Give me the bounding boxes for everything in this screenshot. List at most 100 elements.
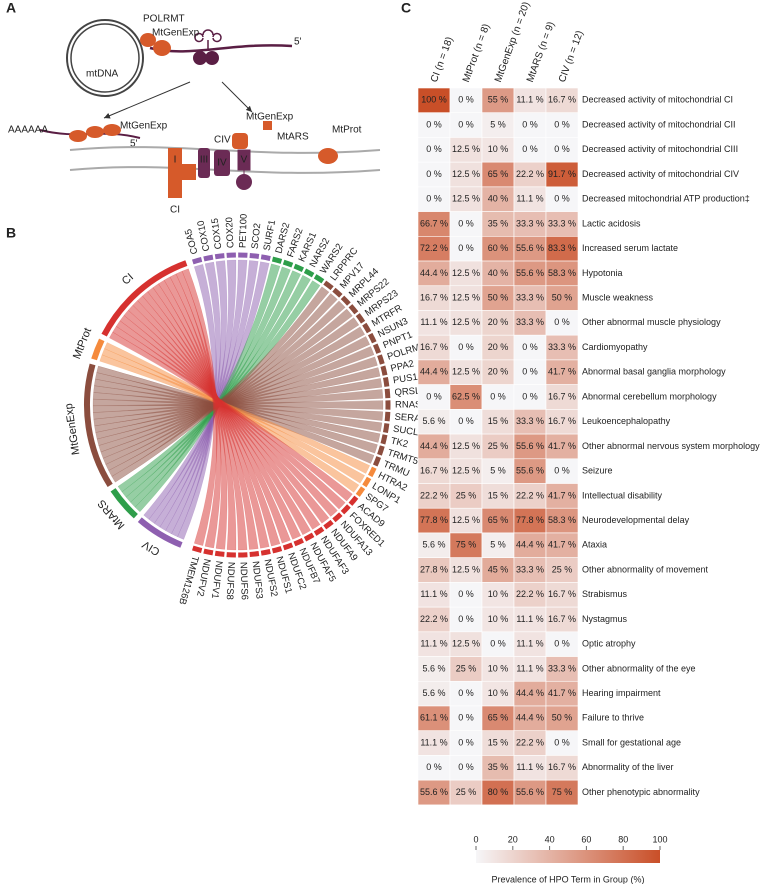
gene-arc xyxy=(282,259,294,268)
heatmap-cell xyxy=(545,409,579,435)
diagram-label: CI xyxy=(170,205,180,216)
cell-label: 58.3 % xyxy=(548,268,576,278)
cell-label: 11.1 % xyxy=(516,614,543,624)
gene-arc xyxy=(313,274,325,284)
ribbon xyxy=(159,259,237,531)
cell-label: 33.3 % xyxy=(516,564,544,574)
ribbon xyxy=(117,280,321,493)
cell-label: 12.5 % xyxy=(452,144,480,154)
column-label: CIV (n = 12) xyxy=(557,29,586,84)
ribbon xyxy=(108,293,338,477)
heatmap-cell xyxy=(545,606,579,633)
diagram-label: IV xyxy=(217,158,227,169)
gene-arc xyxy=(372,343,382,354)
heatmap-cell xyxy=(417,458,451,484)
heatmap-cell xyxy=(481,730,515,756)
gene-arc xyxy=(293,537,304,547)
row-label: Other phenotypic abnormality xyxy=(582,787,700,797)
cell-label: 0 % xyxy=(522,144,538,154)
ribbon xyxy=(134,263,281,513)
row-label: Seizure xyxy=(582,466,613,476)
cell-label: 44.4 % xyxy=(420,441,448,451)
heatmap-cell xyxy=(481,409,515,435)
cell-label: 22.2 % xyxy=(516,589,544,599)
gene-arc xyxy=(348,304,359,315)
ribosome xyxy=(86,126,104,138)
cell-label: 22.2 % xyxy=(516,169,544,179)
gene-arc xyxy=(380,365,388,376)
cell-label: 33.3 % xyxy=(516,218,544,228)
heatmap-cell xyxy=(513,458,547,484)
cell-label: 44.4 % xyxy=(516,540,544,550)
heatmap-cell xyxy=(481,112,515,138)
ribbon xyxy=(96,365,375,464)
heatmap-cell xyxy=(449,137,483,163)
gene-label: COX20 xyxy=(224,217,236,249)
heatmap-cell xyxy=(417,557,451,583)
cell-label: 16.7 % xyxy=(548,416,576,426)
heatmap-cell xyxy=(449,606,483,633)
group-label: CI xyxy=(120,271,136,287)
cell-label: 33.3 % xyxy=(516,292,544,302)
cell-label: 22.2 % xyxy=(516,737,544,747)
gene-label: TK2 xyxy=(390,436,409,451)
gene-arc xyxy=(323,280,334,291)
cell-label: 55 % xyxy=(488,95,509,105)
arrow xyxy=(103,81,191,119)
cell-label: 27.8 % xyxy=(420,564,448,574)
cell-label: 35 % xyxy=(488,218,509,228)
cell-label: 0 % xyxy=(522,342,538,352)
ribbon xyxy=(92,389,384,413)
cell-label: 5 % xyxy=(490,119,506,129)
row-label: Optic atrophy xyxy=(582,639,636,649)
heatmap-cell xyxy=(545,631,579,657)
ribbon xyxy=(169,273,228,550)
cell-label: 0 % xyxy=(458,416,474,426)
heatmap-cell xyxy=(545,779,579,806)
heatmap-cell xyxy=(449,532,483,558)
cell-label: 5.6 % xyxy=(422,688,445,698)
diagram-label: MtProt xyxy=(332,125,362,136)
panel-label: A xyxy=(6,0,16,16)
gene-arc xyxy=(293,263,304,273)
ribbon xyxy=(105,300,346,471)
cell-label: 0 % xyxy=(458,737,474,747)
ribbon xyxy=(94,356,378,433)
row-label: Abnormality of the liver xyxy=(582,762,674,772)
ribbon xyxy=(104,342,360,493)
ribbon xyxy=(115,320,338,517)
cell-label: 12.5 % xyxy=(452,169,480,179)
cell-label: 0 % xyxy=(426,169,442,179)
heatmap-cell xyxy=(481,186,515,212)
cell-label: 61.1 % xyxy=(420,713,448,723)
ribbon xyxy=(132,300,302,540)
heatmap-cell xyxy=(449,779,483,806)
heatmap-cell xyxy=(545,161,579,188)
row-label: Cardiomyopathy xyxy=(582,342,648,352)
cell-label: 11.1 % xyxy=(516,639,543,649)
arrow xyxy=(221,81,253,113)
ribbon xyxy=(127,304,311,536)
cell-label: 0 % xyxy=(554,317,570,327)
colorbar-tick-label: 80 xyxy=(618,834,628,844)
heatmap-cell xyxy=(449,755,483,781)
cell-label: 22.2 % xyxy=(420,614,448,624)
cell-label: 16.7 % xyxy=(548,391,576,401)
heatmap-cell xyxy=(481,779,515,806)
cell-label: 65 % xyxy=(488,713,509,723)
colorbar-title: Prevalence of HPO Term in Group (%) xyxy=(492,874,645,884)
panel-label: B xyxy=(6,225,16,241)
heatmap-cell xyxy=(449,87,483,114)
gene-arc xyxy=(282,542,294,551)
row-label: Other abnormality of movement xyxy=(582,564,709,574)
heatmap-cell xyxy=(481,433,515,460)
cell-label: 10 % xyxy=(488,688,509,698)
ribbon xyxy=(111,286,330,483)
heatmap-cell xyxy=(513,161,547,188)
cell-label: 5 % xyxy=(490,466,506,476)
ribbon xyxy=(92,378,383,420)
cell-label: 12.5 % xyxy=(452,194,480,204)
cell-label: 25 % xyxy=(456,663,477,673)
cell-label: 0 % xyxy=(554,737,570,747)
heatmap-cell xyxy=(417,705,451,732)
